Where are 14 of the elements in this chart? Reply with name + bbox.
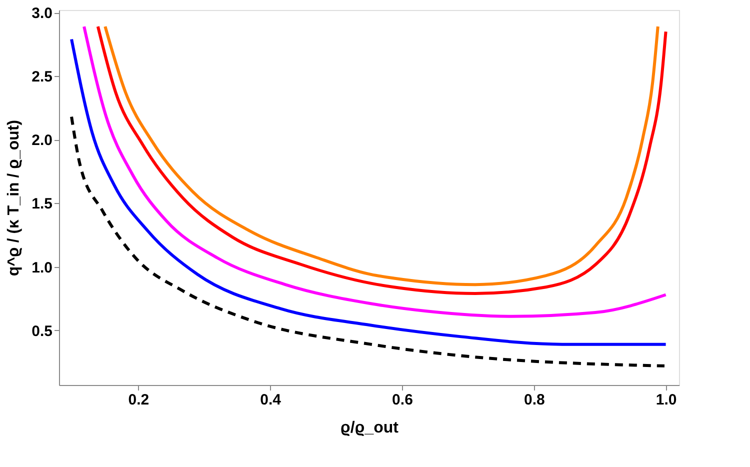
y-tick-label: 2.0 (32, 132, 52, 150)
x-tick-label: 0.2 (128, 392, 150, 408)
x-tick-label: 0.4 (260, 392, 282, 408)
y-tick-label: 1.5 (32, 196, 52, 213)
x-tick-label: 0.8 (524, 392, 545, 408)
y-tick-label: 1.0 (32, 259, 52, 276)
y-tick-label: 3.0 (32, 5, 52, 22)
y-tick-label: 0.5 (32, 322, 52, 340)
y-axis-title: q^ϱ / (κ T_in / ϱ_out) (6, 120, 23, 276)
x-tick-label: 0.6 (392, 392, 413, 408)
x-axis-title: ϱ/ϱ_out (340, 420, 400, 436)
x-tick-label: 1.0 (656, 392, 677, 408)
line-series (70, 115, 666, 368)
y-tick-label: 2.5 (32, 68, 52, 86)
